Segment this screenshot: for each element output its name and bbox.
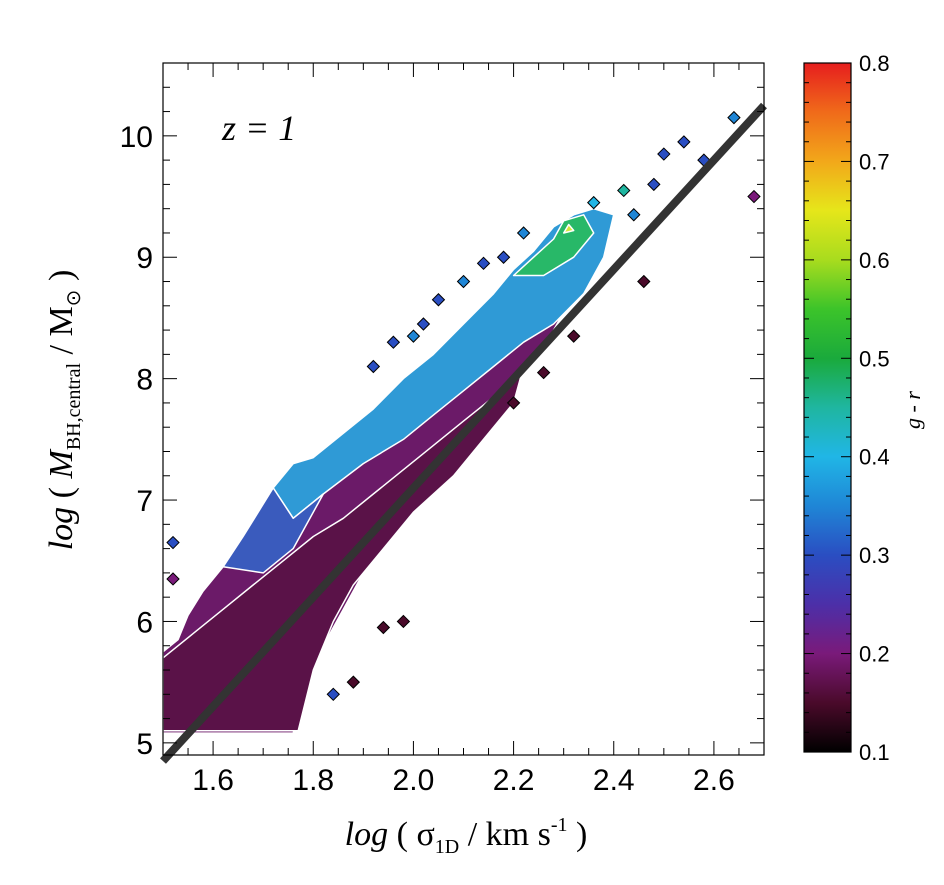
y-axis-title-open: ( bbox=[43, 479, 80, 507]
colorbar-tick-label: 0.1 bbox=[859, 740, 890, 765]
sparse-cell-26 bbox=[376, 620, 391, 635]
plot-area: 1.6 1.8 2.0 2.2 2.4 2.6 5 6 7 8 9 10 bbox=[120, 62, 767, 797]
fit-line bbox=[160, 102, 767, 764]
sparse-cell-3 bbox=[366, 359, 381, 374]
colorbar: 0.1 0.2 0.3 0.4 0.5 0.6 0.7 0.8 g - r bbox=[803, 51, 925, 765]
sparse-cell-6 bbox=[416, 317, 431, 331]
sparse-cell-19 bbox=[727, 110, 741, 125]
colorbar-tick-label: 0.6 bbox=[859, 248, 890, 273]
colorbar-title: g - r bbox=[900, 391, 925, 429]
x-axis-title-symbol: σ bbox=[416, 816, 434, 853]
sparse-cells bbox=[166, 110, 761, 702]
sparse-cell-23 bbox=[536, 365, 551, 380]
y-tick-label: 10 bbox=[120, 121, 153, 154]
sparse-cell-21 bbox=[637, 274, 651, 289]
colorbar-tick-label: 0.2 bbox=[859, 642, 890, 667]
y-tick-label: 9 bbox=[136, 242, 153, 275]
sparse-cell-10 bbox=[496, 250, 511, 264]
region-blue-edge bbox=[222, 487, 325, 574]
sparse-cell-1 bbox=[166, 572, 180, 586]
x-tick-label: 1.8 bbox=[292, 764, 334, 797]
sparse-cell-22 bbox=[566, 329, 581, 343]
sparse-cell-25 bbox=[396, 614, 411, 629]
x-axis-title-prefix: log bbox=[345, 816, 388, 853]
y-axis-title-unit-symbol: ⊙ bbox=[63, 290, 85, 307]
x-tick-label: 2.2 bbox=[493, 764, 535, 797]
density-regions bbox=[162, 207, 615, 734]
y-axis-title-symbol: M bbox=[43, 449, 80, 480]
sparse-cell-7 bbox=[431, 293, 446, 307]
sparse-cell-24 bbox=[506, 396, 521, 410]
colorbar-ticks: 0.1 0.2 0.3 0.4 0.5 0.6 0.7 0.8 bbox=[804, 51, 890, 765]
x-axis-title-subscript: 1D bbox=[435, 836, 459, 858]
sparse-cell-12 bbox=[587, 195, 601, 210]
region-dark-core bbox=[162, 365, 525, 732]
colorbar-tick-label: 0.3 bbox=[859, 543, 890, 568]
sparse-cell-0 bbox=[166, 535, 180, 550]
sparse-cell-4 bbox=[386, 335, 401, 349]
colorbar-tick-label: 0.7 bbox=[859, 149, 890, 174]
sparse-cell-17 bbox=[677, 135, 691, 149]
y-tick-label: 8 bbox=[136, 364, 153, 397]
x-tick-label: 1.6 bbox=[192, 764, 234, 797]
x-tick-label: 2.4 bbox=[593, 764, 635, 797]
y-axis-ticks: 5 6 7 8 9 10 bbox=[120, 86, 764, 761]
sparse-cell-13 bbox=[617, 183, 631, 198]
y-axis-title-close: ) bbox=[43, 270, 80, 290]
y-axis-title-unit: / M bbox=[43, 306, 80, 363]
x-axis-title: log ( σ1D / km s-1 ) bbox=[345, 814, 588, 858]
colorbar-tick-label: 0.8 bbox=[859, 51, 890, 76]
sparse-cell-20 bbox=[747, 189, 761, 204]
sparse-cell-5 bbox=[406, 329, 421, 343]
colorbar-tick-label: 0.5 bbox=[859, 346, 890, 371]
sparse-cell-15 bbox=[647, 177, 661, 192]
x-axis-title-open: ( bbox=[388, 816, 416, 853]
sparse-cell-27 bbox=[346, 675, 361, 689]
x-axis-title-unit: / km s bbox=[459, 816, 551, 853]
x-tick-label: 2.0 bbox=[393, 764, 435, 797]
sparse-cell-8 bbox=[456, 274, 471, 289]
y-tick-label: 7 bbox=[136, 485, 153, 518]
y-axis-title-prefix: log bbox=[43, 507, 80, 550]
colorbar-gradient bbox=[804, 63, 851, 752]
y-tick-label: 6 bbox=[136, 606, 153, 639]
y-tick-label: 5 bbox=[136, 728, 153, 761]
x-axis-ticks: 1.6 1.8 2.0 2.2 2.4 2.6 bbox=[162, 63, 765, 797]
colorbar-frame bbox=[803, 62, 852, 753]
x-axis-title-close: ) bbox=[568, 816, 588, 853]
sparse-cell-2 bbox=[326, 687, 340, 702]
redshift-annotation: z = 1 bbox=[221, 108, 296, 148]
sparse-cell-14 bbox=[627, 208, 641, 222]
colorbar-tick-label: 0.4 bbox=[859, 445, 890, 470]
sparse-cell-9 bbox=[476, 256, 491, 271]
y-axis-title: log ( MBH,central / M⊙ ) bbox=[43, 270, 85, 551]
sparse-cell-16 bbox=[657, 147, 671, 161]
x-tick-label: 2.6 bbox=[693, 764, 735, 797]
sparse-cell-11 bbox=[516, 226, 531, 240]
y-axis-title-subscript: BH,central bbox=[63, 363, 85, 451]
region-yellow-spot bbox=[562, 223, 575, 234]
x-axis-title-superscript: -1 bbox=[551, 814, 568, 836]
